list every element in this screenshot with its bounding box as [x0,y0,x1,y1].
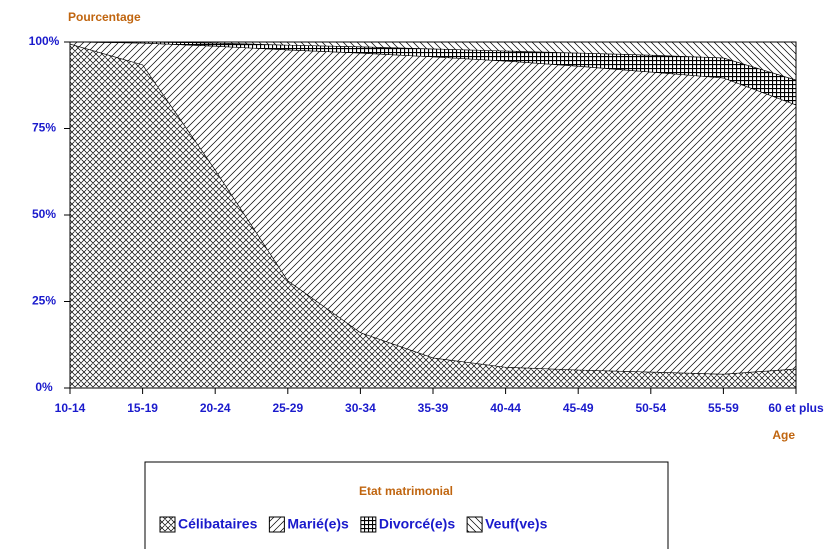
y-tick-label: 75% [32,121,56,135]
legend-swatch [159,516,176,533]
x-tick-label: 20-24 [200,401,231,415]
y-tick-label: 100% [29,34,60,48]
legend-label: Marié(e)s [287,516,349,532]
x-tick-label: 60 et plus [768,401,824,415]
x-tick-label: 40-44 [490,401,521,415]
x-tick-label: 25-29 [272,401,303,415]
legend-swatch [466,516,483,533]
legend-box [144,461,669,549]
x-tick-label: 30-34 [345,401,376,415]
x-axis-label: Age [772,428,795,442]
x-tick-label: 15-19 [127,401,158,415]
legend-swatch [268,516,285,533]
y-tick-label: 50% [32,207,56,221]
legend-label: Veuf(ve)s [485,516,547,532]
x-tick-label: 10-14 [55,401,86,415]
x-tick-label: 50-54 [635,401,666,415]
x-tick-label: 35-39 [418,401,449,415]
x-tick-label: 45-49 [563,401,594,415]
legend-label: Célibataires [178,516,258,532]
x-tick-label: 55-59 [708,401,739,415]
y-tick-label: 25% [32,294,56,308]
y-tick-label: 0% [35,380,53,394]
legend-label: Divorcé(e)s [379,516,455,532]
y-axis-label: Pourcentage [68,10,141,24]
legend-swatch [360,516,377,533]
legend-title: Etat matrimonial [359,484,453,498]
